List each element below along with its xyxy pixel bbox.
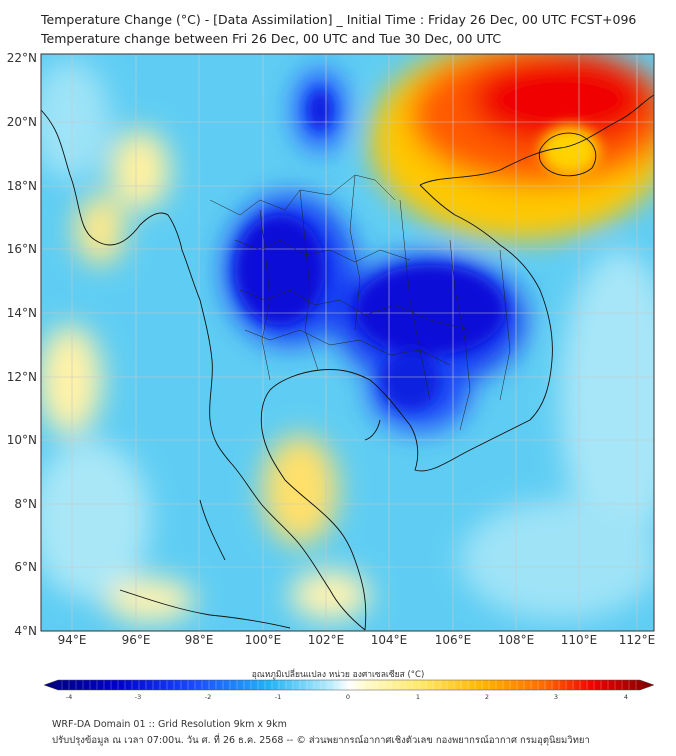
lon-label-106: 106°E xyxy=(435,633,472,647)
lat-label-8: 8°N xyxy=(14,497,37,511)
lon-label-112: 112°E xyxy=(619,633,656,647)
lon-label-108: 108°E xyxy=(498,633,535,647)
cb-tick-2: 2 xyxy=(485,693,489,701)
lat-label-4: 4°N xyxy=(14,624,37,638)
lat-label-6: 6°N xyxy=(14,560,37,574)
lat-label-22: 22°N xyxy=(7,51,37,65)
coastlines xyxy=(41,94,654,631)
colorbar-label: อุณหภูมิเปลี่ยนแปลง หน่วย องศาเซลเซียส (… xyxy=(251,670,425,680)
lon-label-110: 110°E xyxy=(561,633,598,647)
latitude-labels: 4°N 6°N 8°N 10°N 12°N 14°N 16°N 18°N 20°… xyxy=(7,51,37,638)
lat-label-12: 12°N xyxy=(7,370,37,384)
footer-line-1: WRF-DA Domain 01 :: Grid Resolution 9km … xyxy=(52,719,287,730)
cb-tick-3: 3 xyxy=(554,693,558,701)
lon-label-96: 96°E xyxy=(122,633,151,647)
plot-frame xyxy=(40,53,655,632)
gridlines xyxy=(41,54,654,631)
lat-label-10: 10°N xyxy=(7,433,37,447)
lon-label-102: 102°E xyxy=(308,633,345,647)
cb-tick-neg2: -2 xyxy=(205,693,211,701)
lat-label-16: 16°N xyxy=(7,242,37,256)
lat-label-18: 18°N xyxy=(7,179,37,193)
longitude-labels: 94°E 96°E 98°E 100°E 102°E 104°E 106°E 1… xyxy=(58,633,656,647)
cb-tick-neg3: -3 xyxy=(135,693,141,701)
cb-tick-4: 4 xyxy=(624,693,628,701)
province-borders xyxy=(209,174,511,431)
cb-tick-1: 1 xyxy=(416,693,420,701)
lon-label-100: 100°E xyxy=(245,633,282,647)
colorbar: -4 -3 -2 -1 0 1 2 3 4 xyxy=(43,679,655,701)
cb-tick-neg1: -1 xyxy=(275,693,281,701)
lon-label-104: 104°E xyxy=(371,633,408,647)
colorbar-tick-labels: -4 -3 -2 -1 0 1 2 3 4 xyxy=(66,693,628,701)
cb-tick-neg4: -4 xyxy=(66,693,72,701)
lon-label-94: 94°E xyxy=(58,633,87,647)
lat-label-14: 14°N xyxy=(7,306,37,320)
title-line-2: Temperature change between Fri 26 Dec, 0… xyxy=(41,31,502,46)
footer-line-2: ปรับปรุงข้อมูล ณ เวลา 07:00น. วัน ศ. ที่… xyxy=(52,735,590,746)
lon-label-98: 98°E xyxy=(185,633,214,647)
title-line-1: Temperature Change (°C) - [Data Assimila… xyxy=(41,12,637,27)
cb-tick-0: 0 xyxy=(346,693,350,701)
lat-label-20: 20°N xyxy=(7,115,37,129)
